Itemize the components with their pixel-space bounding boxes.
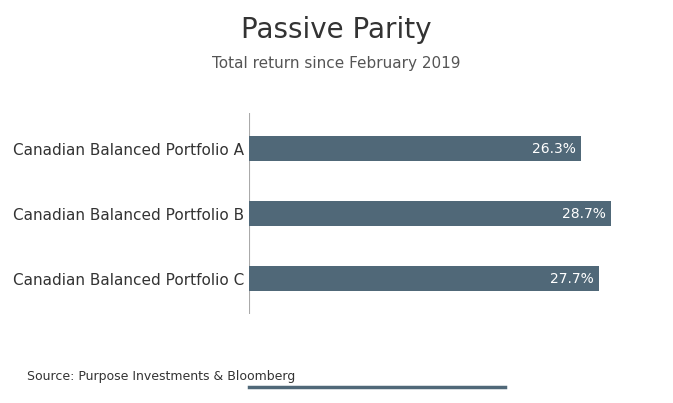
Text: 26.3%: 26.3%	[532, 141, 576, 156]
Text: Source: Purpose Investments & Bloomberg: Source: Purpose Investments & Bloomberg	[27, 370, 295, 383]
Text: Total return since February 2019: Total return since February 2019	[212, 56, 461, 71]
Bar	[249, 266, 598, 291]
Text: Passive Parity: Passive Parity	[241, 16, 432, 44]
Bar	[249, 201, 611, 226]
Text: 28.7%: 28.7%	[562, 207, 606, 220]
Bar	[249, 136, 581, 161]
Text: 27.7%: 27.7%	[550, 272, 594, 286]
